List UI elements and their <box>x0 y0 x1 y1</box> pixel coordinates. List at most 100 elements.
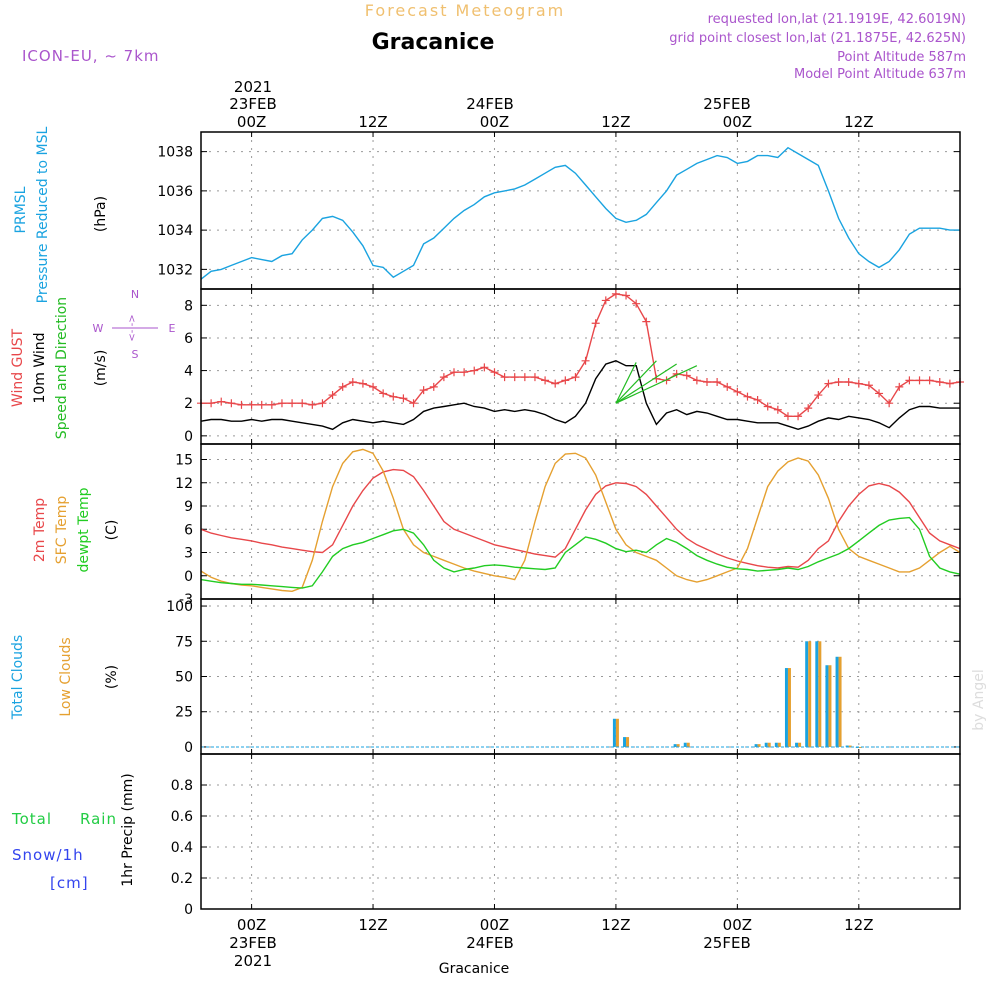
bottom-hour-label: 00Z <box>237 916 266 934</box>
top-date-label-2: 24FEB <box>466 95 513 113</box>
gust-marker <box>551 379 560 388</box>
gust-marker <box>318 399 327 408</box>
y-tick-label: 1036 <box>157 184 193 200</box>
y-tick-label: 0.6 <box>171 809 193 825</box>
gust-marker <box>844 378 853 386</box>
model-altitude: Model Point Altitude 637m <box>794 67 966 82</box>
gust-marker <box>915 376 924 385</box>
gust-marker <box>713 378 722 386</box>
top-hour-label: 00Z <box>237 113 266 131</box>
total-clouds-label: Total Clouds <box>10 635 26 720</box>
gust-marker <box>794 412 803 421</box>
y-tick-label: 9 <box>184 499 193 515</box>
bottom-year-label: 2021 <box>234 952 272 970</box>
gust-marker <box>419 386 428 395</box>
gust-marker <box>490 368 499 377</box>
y-tick-label: 25 <box>175 705 193 721</box>
y-tick-label: 6 <box>184 331 193 347</box>
top-hour-label: 12Z <box>358 113 387 131</box>
gust-marker <box>773 405 782 414</box>
cloud-bar <box>673 744 677 747</box>
cloud-bar <box>767 742 771 747</box>
gust-marker <box>703 378 711 386</box>
cloud-bar <box>774 742 778 747</box>
bottom-date-label-2: 24FEB <box>466 934 513 952</box>
cloud-bar <box>615 718 619 747</box>
direction-vector <box>615 365 698 404</box>
gust-marker <box>399 394 408 403</box>
location-title: Gracanice <box>372 30 495 55</box>
gust-marker <box>541 376 550 385</box>
panel-wind: 0 2 4 6 8 <box>184 288 964 445</box>
y-tick-label: 1038 <box>157 145 193 161</box>
gust-marker <box>561 376 570 385</box>
sfc-temp-label: SFC Temp <box>54 496 70 565</box>
dewpt-label: dewpt Temp <box>76 487 92 572</box>
gust-marker <box>753 395 762 404</box>
y-tick-label: 2 <box>184 396 193 412</box>
bottom-hour-label: 12Z <box>358 916 387 934</box>
gust-marker <box>925 376 934 385</box>
gust-marker <box>358 379 367 388</box>
temp-unit: (C) <box>104 520 120 541</box>
clouds-unit: (%) <box>104 665 120 689</box>
y-tick-label: 0 <box>184 569 193 585</box>
cloud-bar <box>808 641 812 747</box>
panel-precip: 0 0.2 0.4 0.6 0.8 <box>171 753 961 918</box>
cloud-bar <box>825 665 829 747</box>
panel-pressure: 1032 1034 1036 1038 <box>157 131 961 290</box>
wind-label: 10m Wind <box>32 332 48 403</box>
gust-marker <box>308 400 317 409</box>
gust-marker <box>247 400 256 409</box>
gust-marker <box>945 379 954 388</box>
bottom-date-label-3: 25FEB <box>703 934 750 952</box>
gust-marker <box>733 387 742 396</box>
compass-south: S <box>132 348 139 361</box>
gust-marker <box>348 378 357 386</box>
cloud-bar <box>626 737 630 747</box>
gust-marker <box>935 378 944 386</box>
cloud-bar <box>838 656 842 747</box>
panel-frame <box>200 288 961 445</box>
pressure-unit: (hPa) <box>93 196 109 232</box>
gust-marker <box>530 373 539 382</box>
bottom-hour-label: 00Z <box>723 916 752 934</box>
cloud-bar <box>686 742 690 747</box>
gust-marker <box>379 389 388 398</box>
gust-marker <box>298 399 307 408</box>
gust-marker <box>429 382 438 391</box>
gust-marker <box>591 319 600 328</box>
low-clouds-label: Low Clouds <box>58 637 74 716</box>
gust-label: Wind GUST <box>10 328 26 407</box>
gust-marker <box>510 373 519 382</box>
y-tick-label: 0 <box>184 429 193 445</box>
compass-west: W <box>93 322 104 335</box>
compass-rose: <-|-> N S W E <box>93 288 176 361</box>
direction-vector <box>615 360 657 404</box>
y-tick-label: 50 <box>175 670 193 686</box>
bottom-hour-label: 12Z <box>844 916 873 934</box>
pressure-label-long: Pressure Reduced to MSL <box>35 126 51 303</box>
y-tick-label: 3 <box>184 546 193 562</box>
y-tick-label: 0.8 <box>171 778 193 794</box>
cloud-bar <box>795 742 799 747</box>
direction-vector <box>615 362 637 404</box>
cloud-bar <box>683 742 687 747</box>
y-tick-label: 12 <box>175 476 193 492</box>
gust-marker <box>257 400 266 409</box>
gust-marker <box>834 378 843 386</box>
y-tick-label: 0.2 <box>171 871 193 887</box>
gust-marker <box>267 400 276 409</box>
gust-marker <box>642 317 651 326</box>
cloud-bar <box>858 746 862 748</box>
y-tick-label: 8 <box>184 298 193 314</box>
gust-marker <box>439 373 448 382</box>
gust-marker <box>227 399 236 408</box>
gust-marker <box>905 376 914 385</box>
bottom-hour-label: 00Z <box>480 916 509 934</box>
rain-label-rain: Rain <box>80 810 117 828</box>
y-tick-label: 0 <box>184 902 193 918</box>
plot-layer: 1032 1034 1036 1038 0 2 4 6 8 -3 0 3 6 9 12 15 0 25 50 75 10… <box>157 113 964 934</box>
top-date-label-3: 25FEB <box>703 95 750 113</box>
